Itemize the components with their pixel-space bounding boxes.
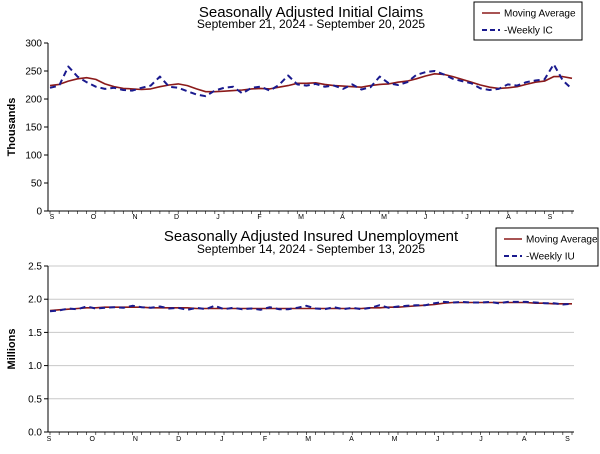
y-tick-label: 2.0: [28, 295, 42, 306]
y-tick-label: 0.5: [28, 394, 42, 405]
legend-label: Moving Average: [504, 9, 576, 20]
month-label: A: [522, 436, 527, 443]
month-label: M: [298, 214, 304, 221]
chart-title: Seasonally Adjusted Insured Unemployment: [164, 228, 459, 245]
legend-label: -Weekly IU: [526, 252, 575, 263]
y-tick-label: 1.5: [28, 328, 42, 339]
y-tick-label: 0.0: [28, 428, 42, 439]
month-label: J: [216, 214, 220, 221]
y-tick-label: 150: [25, 123, 42, 134]
month-label: A: [340, 214, 345, 221]
y-tick-label: 200: [25, 95, 42, 106]
chart-1: Seasonally Adjusted Initial ClaimsSeptem…: [6, 1, 583, 221]
y-tick-label: 2.5: [28, 262, 42, 273]
y-axis-label: Millions: [6, 329, 18, 370]
month-label: J: [465, 214, 469, 221]
legend-box: [473, 1, 583, 41]
month-label: J: [424, 214, 428, 221]
chart-subtitle: September 14, 2024 - September 13, 2025: [197, 242, 425, 256]
y-tick-label: 300: [25, 39, 42, 50]
series-line-moving-average: [49, 73, 573, 93]
month-label: J: [436, 436, 440, 443]
month-label: O: [89, 436, 95, 443]
month-label: S: [47, 436, 52, 443]
month-label: M: [392, 436, 398, 443]
y-axis-label: Thousands: [6, 98, 18, 157]
month-label: J: [479, 436, 483, 443]
y-tick-label: 250: [25, 67, 42, 78]
legend-label: -Weekly IC: [504, 26, 553, 37]
month-label: N: [133, 436, 138, 443]
month-label: O: [91, 214, 97, 221]
month-label: F: [263, 436, 267, 443]
chart-subtitle: September 21, 2024 - September 20, 2025: [197, 17, 425, 31]
series-line-weekly: [49, 300, 573, 313]
y-tick-label: 50: [31, 179, 43, 190]
series-line-weekly: [49, 63, 573, 98]
legend-label: Moving Average: [526, 235, 598, 246]
month-label: A: [349, 436, 354, 443]
chart-2: Seasonally Adjusted Insured Unemployment…: [6, 227, 599, 443]
month-label: S: [565, 436, 570, 443]
month-label: F: [257, 214, 261, 221]
month-label: S: [50, 214, 55, 221]
month-label: N: [132, 214, 137, 221]
y-tick-label: 1.0: [28, 361, 42, 372]
chart-title: Seasonally Adjusted Initial Claims: [199, 4, 423, 21]
legend-box: [495, 227, 599, 267]
month-label: J: [220, 436, 224, 443]
month-label: M: [305, 436, 311, 443]
month-label: M: [381, 214, 387, 221]
month-label: D: [176, 436, 181, 443]
month-label: A: [506, 214, 511, 221]
y-tick-label: 0: [36, 207, 42, 218]
month-label: S: [548, 214, 553, 221]
y-tick-label: 100: [25, 151, 42, 162]
month-label: D: [174, 214, 179, 221]
